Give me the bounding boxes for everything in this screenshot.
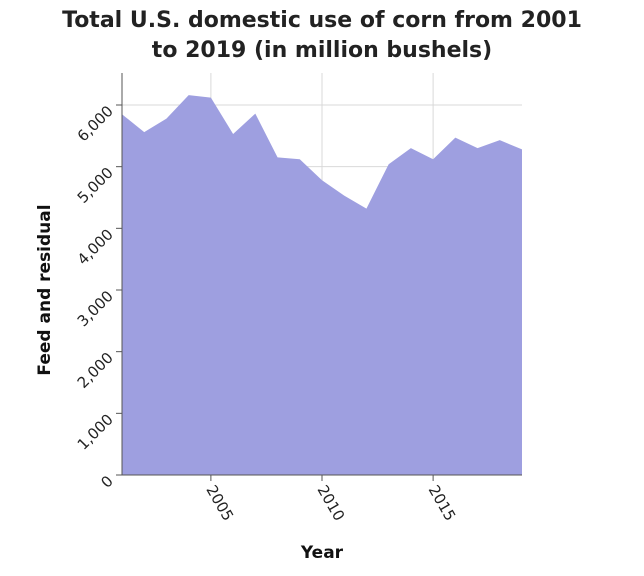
y-tick-label-3: 3,000 bbox=[74, 287, 117, 330]
x-tick-labels: 2005 2010 2015 bbox=[202, 482, 459, 524]
y-axis-label: Feed and residual bbox=[35, 204, 55, 375]
x-tick-label-2: 2015 bbox=[425, 482, 460, 524]
chart-title-line-2: to 2019 (in million bushels) bbox=[152, 38, 492, 63]
area-fill bbox=[122, 95, 522, 475]
area-series bbox=[122, 95, 522, 475]
x-tick-label-1: 2010 bbox=[314, 482, 349, 524]
y-tick-label-0: 0 bbox=[97, 472, 116, 491]
chart-title-line-1: Total U.S. domestic use of corn from 200… bbox=[62, 8, 582, 33]
y-tick-label-5: 5,000 bbox=[74, 164, 117, 207]
x-tick-label-0: 2005 bbox=[202, 482, 237, 524]
x-axis-label: Year bbox=[300, 543, 344, 563]
axes bbox=[116, 73, 522, 481]
y-tick-labels: 0 1,000 2,000 3,000 4,000 5,000 6,000 bbox=[74, 102, 117, 491]
y-tick-label-6: 6,000 bbox=[74, 102, 117, 145]
y-tick-label-2: 2,000 bbox=[74, 349, 117, 392]
y-tick-label-4: 4,000 bbox=[74, 225, 117, 268]
y-tick-label-1: 1,000 bbox=[74, 410, 117, 453]
